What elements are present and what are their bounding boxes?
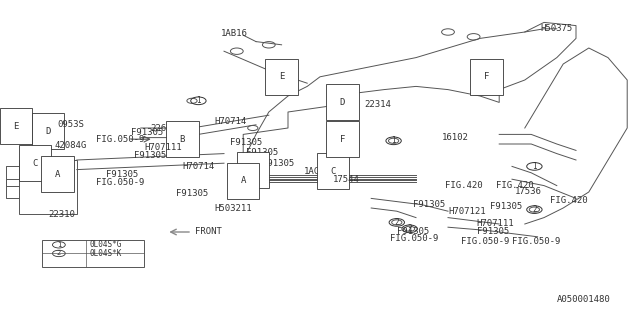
- Text: 1AB16: 1AB16: [221, 29, 248, 38]
- Text: 2: 2: [57, 251, 61, 256]
- Text: F91305: F91305: [134, 151, 166, 160]
- Text: C: C: [33, 159, 38, 168]
- Text: A: A: [241, 176, 246, 185]
- Text: F91305: F91305: [230, 138, 262, 147]
- Text: 2: 2: [532, 205, 537, 214]
- Text: 1: 1: [57, 242, 61, 248]
- Text: F: F: [340, 135, 345, 144]
- Text: FRONT: FRONT: [195, 228, 222, 236]
- Text: D: D: [340, 98, 345, 107]
- Text: FIG.050-9: FIG.050-9: [96, 178, 145, 187]
- Text: 42084G: 42084G: [54, 141, 86, 150]
- FancyBboxPatch shape: [42, 240, 144, 267]
- Text: E: E: [279, 72, 284, 81]
- Text: H503211: H503211: [214, 204, 252, 212]
- Text: 2: 2: [394, 218, 399, 227]
- Text: 17536: 17536: [515, 188, 542, 196]
- Text: FIG.420: FIG.420: [445, 181, 483, 190]
- Text: H707121: H707121: [448, 207, 486, 216]
- Text: F91305: F91305: [262, 159, 294, 168]
- Text: 16102: 16102: [442, 133, 468, 142]
- Text: FIG.050-9: FIG.050-9: [390, 234, 439, 243]
- Text: FIG.420: FIG.420: [496, 181, 534, 190]
- Text: F91305: F91305: [106, 170, 138, 179]
- Text: 22310: 22310: [48, 210, 75, 219]
- Text: F91305: F91305: [131, 128, 163, 137]
- Text: 17544: 17544: [333, 175, 360, 184]
- Text: D: D: [45, 127, 51, 136]
- Text: H70714: H70714: [214, 117, 246, 126]
- Text: 22670: 22670: [150, 124, 177, 132]
- Text: C: C: [330, 167, 335, 176]
- Text: FIG.050-9: FIG.050-9: [512, 237, 561, 246]
- Text: A050001480: A050001480: [557, 295, 611, 304]
- Text: FIG.050-9: FIG.050-9: [96, 135, 145, 144]
- Text: E: E: [13, 122, 19, 131]
- Text: FIG.420: FIG.420: [550, 196, 588, 204]
- Text: 1AC69: 1AC69: [304, 167, 331, 176]
- Text: 22314: 22314: [365, 100, 392, 108]
- Text: 0L04S*K: 0L04S*K: [90, 249, 122, 258]
- Text: H707111: H707111: [477, 220, 515, 228]
- Text: 1: 1: [391, 136, 396, 145]
- Text: B: B: [180, 135, 185, 144]
- Text: 0953S: 0953S: [58, 120, 84, 129]
- Text: 1: 1: [532, 162, 537, 171]
- Text: H707111: H707111: [144, 143, 182, 152]
- Text: F91305: F91305: [176, 189, 208, 198]
- Text: F91305: F91305: [490, 202, 522, 211]
- Text: 0L04S*G: 0L04S*G: [90, 240, 122, 249]
- Text: A: A: [55, 170, 60, 179]
- Text: 1: 1: [196, 96, 201, 105]
- Text: F: F: [484, 72, 489, 81]
- Text: B: B: [250, 165, 255, 174]
- Text: FIG.050-9: FIG.050-9: [461, 237, 509, 246]
- Text: F91305: F91305: [246, 148, 278, 156]
- Text: 2: 2: [407, 224, 412, 233]
- Text: H50375: H50375: [541, 24, 573, 33]
- Text: F91305: F91305: [477, 228, 509, 236]
- Text: F91305: F91305: [413, 200, 445, 209]
- Text: H70714: H70714: [182, 162, 214, 171]
- Text: F91305: F91305: [397, 228, 429, 236]
